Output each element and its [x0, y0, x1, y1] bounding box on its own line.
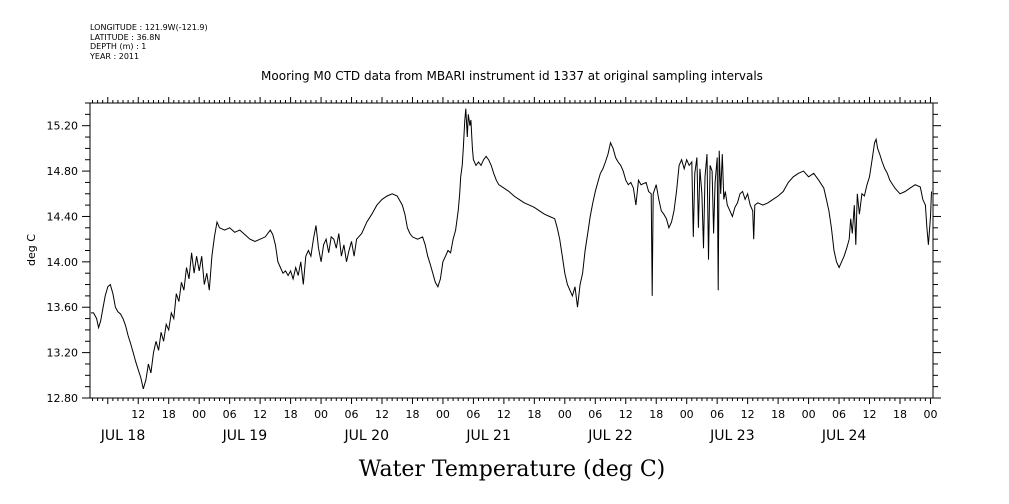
x-axis-day-labels: JUL 18 JUL 19 JUL 20 JUL 21 JUL 22 JUL 23 JUL … — [100, 428, 867, 444]
x-tick-label: 18 — [771, 408, 785, 421]
x-tick-label: 12 — [863, 408, 877, 421]
x-tick-label: 12 — [131, 408, 145, 421]
y-tick-label: 14.80 — [47, 165, 79, 178]
x-tick-label: 12 — [619, 408, 633, 421]
x-day-label: JUL 19 — [222, 428, 267, 444]
x-axis-label: Water Temperature (deg C) — [359, 457, 666, 482]
meta-longitude: LONGITUDE : 121.9W(-121.9) — [90, 23, 208, 32]
x-tick-label: 00 — [802, 408, 816, 421]
meta-latitude: LATITUDE : 36.8N — [90, 33, 160, 42]
x-tick-label: 00 — [314, 408, 328, 421]
x-tick-label: 18 — [162, 408, 176, 421]
chart-title: Mooring M0 CTD data from MBARI instrumen… — [261, 69, 763, 83]
x-tick-label: 12 — [375, 408, 389, 421]
x-tick-label: 06 — [466, 408, 480, 421]
x-day-label: JUL 22 — [587, 428, 632, 444]
x-tick-label: 06 — [710, 408, 724, 421]
x-tick-label: 18 — [405, 408, 419, 421]
water-temperature-line — [91, 108, 932, 390]
y-axis-ticks: 12.80 13.20 13.60 14.00 14.40 14.80 15.20 — [47, 102, 941, 405]
metadata-block: LONGITUDE : 121.9W(-121.9) LATITUDE : 36… — [89, 23, 208, 61]
x-tick-label: 18 — [527, 408, 541, 421]
x-tick-label: 00 — [680, 408, 694, 421]
x-tick-label: 18 — [284, 408, 298, 421]
x-tick-label: 12 — [741, 408, 755, 421]
x-tick-label: 18 — [649, 408, 663, 421]
x-day-label: JUL 20 — [344, 428, 389, 444]
x-tick-label: 00 — [436, 408, 450, 421]
plot-frame — [89, 102, 934, 399]
minor-ticks-bottom — [92, 398, 931, 404]
x-day-label: JUL 21 — [465, 428, 510, 444]
y-tick-label: 13.20 — [47, 347, 79, 360]
x-tick-label: 12 — [497, 408, 511, 421]
x-day-label: JUL 24 — [821, 428, 867, 444]
x-tick-label: 18 — [893, 408, 907, 421]
meta-depth: DEPTH (m) : 1 — [90, 42, 146, 51]
x-tick-label: 00 — [558, 408, 572, 421]
x-tick-label: 06 — [345, 408, 359, 421]
x-tick-label: 12 — [253, 408, 267, 421]
x-day-label: JUL 18 — [100, 428, 145, 444]
y-axis-label: deg C — [25, 234, 38, 266]
minor-ticks-top — [92, 97, 931, 103]
meta-year: YEAR : 2011 — [89, 52, 139, 61]
y-tick-label: 14.00 — [47, 256, 79, 269]
x-tick-label: 00 — [923, 408, 937, 421]
x-tick-label: 00 — [192, 408, 206, 421]
y-tick-label: 12.80 — [47, 392, 79, 405]
x-axis-ticks: 12 18 00 06 12 18 00 06 12 18 00 06 12 18 00 06 12 18 00 06… — [131, 408, 937, 421]
x-tick-label: 06 — [223, 408, 237, 421]
x-tick-label: 06 — [832, 408, 846, 421]
y-tick-label: 14.40 — [47, 210, 79, 223]
y-tick-label: 13.60 — [47, 301, 79, 314]
y-tick-label: 15.20 — [47, 120, 79, 133]
x-tick-label: 06 — [588, 408, 602, 421]
x-day-label: JUL 23 — [709, 428, 754, 444]
